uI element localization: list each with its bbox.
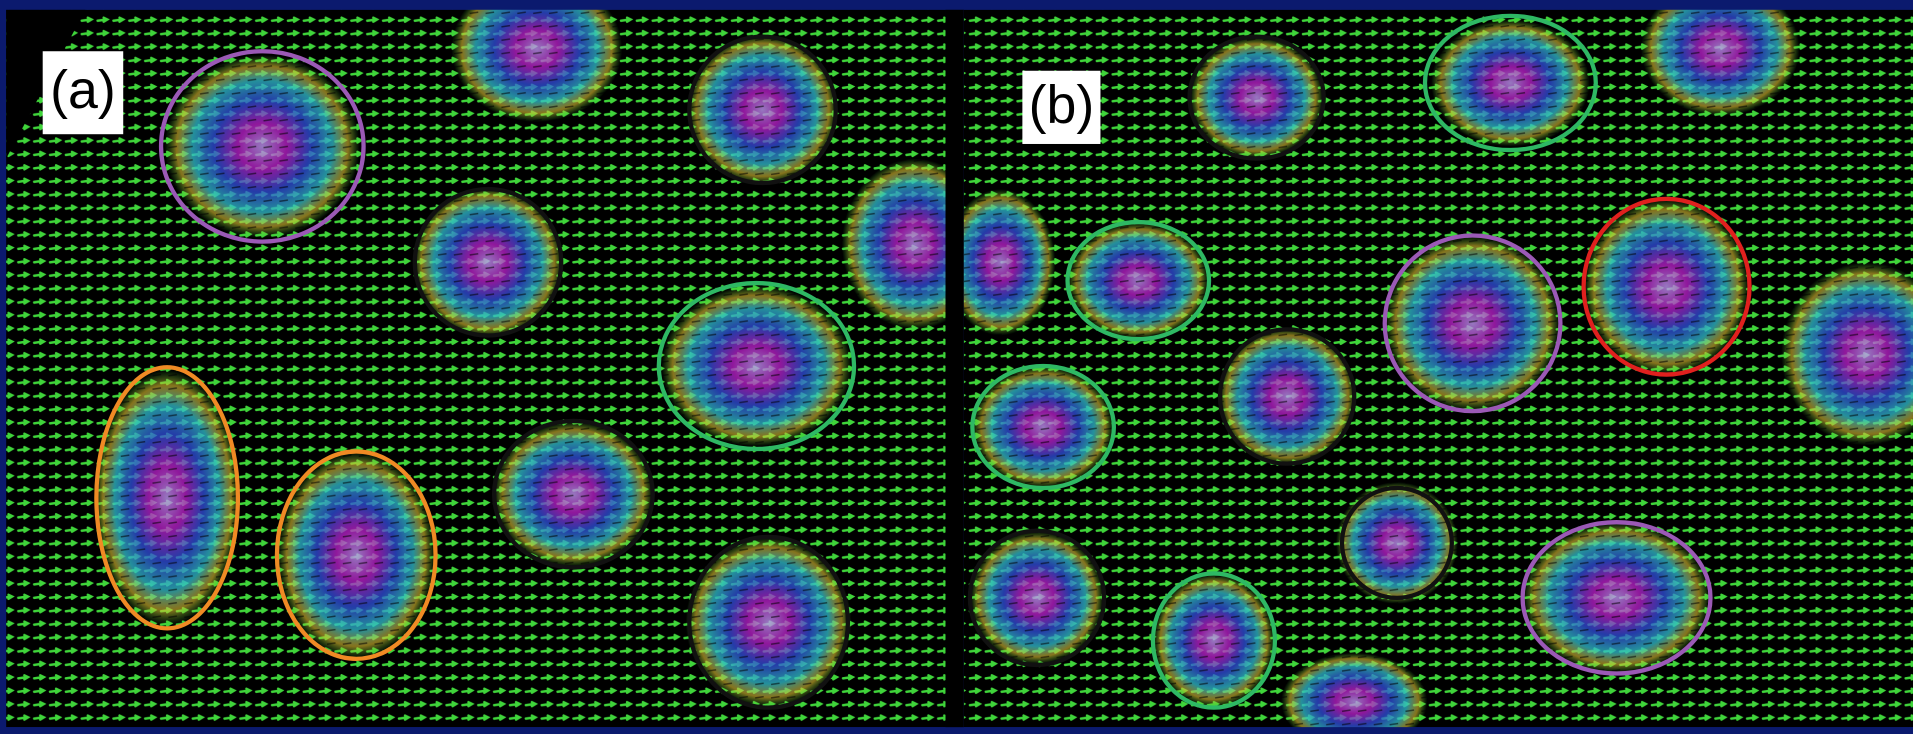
page: {"panels": [{"label": "(a)"}, {"label": … [0, 0, 1913, 734]
figure: (a) [0, 0, 1913, 734]
panel-label: (b) [1029, 75, 1095, 135]
panel-a: (a) [6, 0, 988, 727]
panel-label: (a) [50, 60, 116, 120]
panel-b: (b) [946, 0, 1913, 734]
